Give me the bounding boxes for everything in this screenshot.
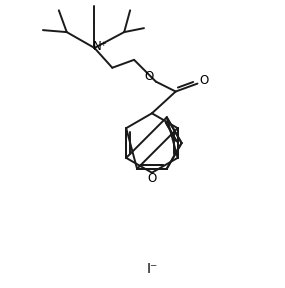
- Text: O: O: [144, 70, 154, 83]
- Text: O: O: [200, 74, 209, 87]
- Text: N⁺: N⁺: [93, 40, 108, 54]
- Text: I⁻: I⁻: [146, 262, 158, 276]
- Text: O: O: [147, 172, 156, 185]
